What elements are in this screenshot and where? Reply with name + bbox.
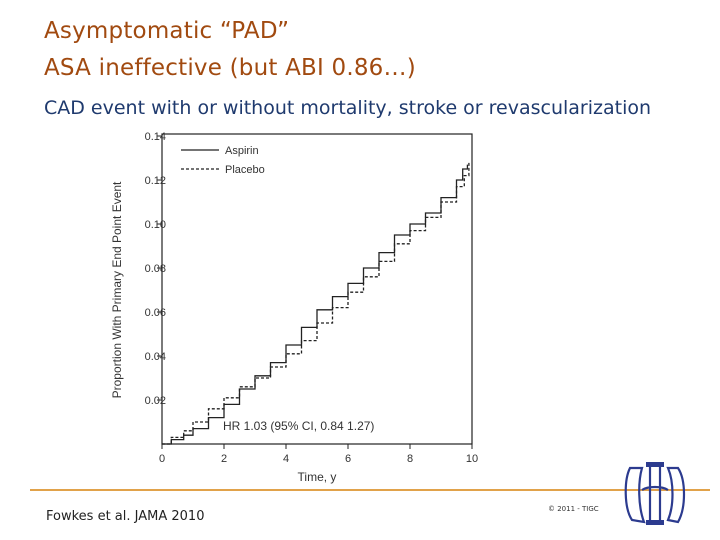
x-tick-label: 10 [466, 453, 478, 465]
x-axis-label: Time, y [298, 470, 337, 484]
x-tick-label: 2 [221, 453, 227, 465]
y-tick-label: 0.10 [145, 219, 166, 231]
copyright-text: © 2011 - TIGC [548, 505, 599, 513]
slide-title-line-2: ASA ineffective (but ABI 0.86…) [44, 55, 416, 81]
y-tick-label: 0.04 [145, 351, 166, 363]
x-tick-label: 8 [407, 453, 413, 465]
x-tick-label: 0 [159, 453, 165, 465]
legend-label-aspirin: Aspirin [225, 145, 259, 157]
organization-logo [624, 462, 686, 525]
plot-frame [161, 133, 473, 445]
footer-divider [30, 489, 710, 491]
y-tick-label: 0.08 [145, 263, 166, 275]
y-tick-label: 0.02 [145, 395, 166, 407]
citation-text: Fowkes et al. JAMA 2010 [46, 509, 205, 524]
slide-title-line-1: Asymptomatic “PAD” [44, 18, 290, 44]
hazard-ratio-annotation: HR 1.03 (95% CI, 0.84 1.27) [223, 419, 374, 433]
y-axis-label: Proportion With Primary End Point Event [110, 181, 124, 398]
y-tick-label: 0.14 [145, 131, 166, 143]
x-tick-label: 6 [345, 453, 351, 465]
y-tick-label: 0.06 [145, 307, 166, 319]
series-line-placebo [162, 162, 470, 445]
legend-label-placebo: Placebo [225, 164, 265, 176]
x-tick-label: 4 [283, 453, 289, 465]
chart-legend: Aspirin Placebo [181, 145, 265, 176]
kaplan-meier-chart: 0.02 0.04 0.06 0.08 0.10 0.12 0.14 0 2 4 6 8 10 Prop… [110, 131, 478, 484]
y-tick-label: 0.12 [145, 175, 166, 187]
slide-subtitle: CAD event with or without mortality, str… [44, 97, 652, 119]
series-line-aspirin [162, 164, 469, 445]
